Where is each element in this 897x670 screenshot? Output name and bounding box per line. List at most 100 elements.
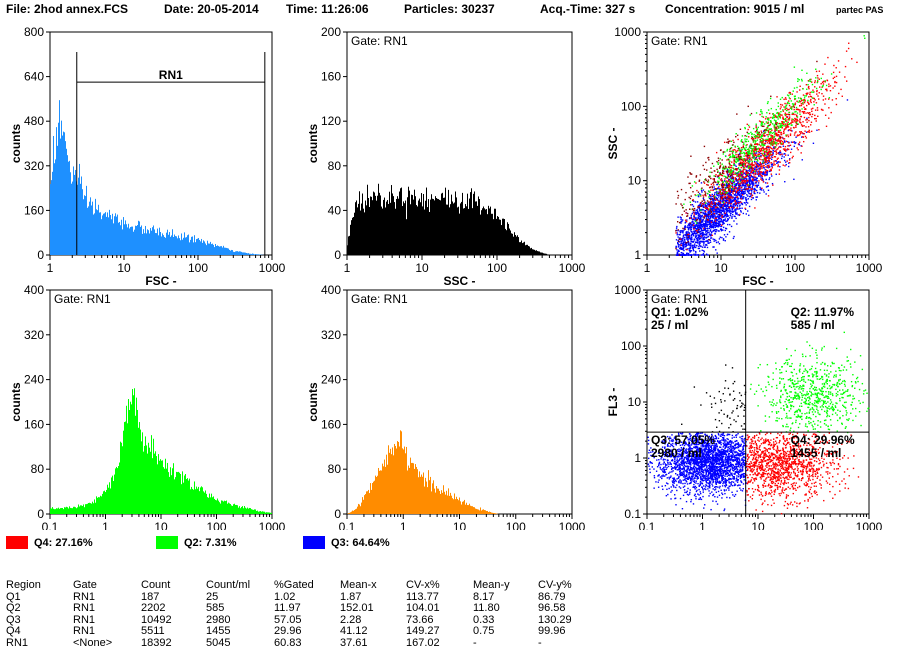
fsc_ssc-point: [814, 81, 816, 84]
fl1-histogram-bar: [264, 511, 265, 514]
fsc-region-marker: RN1: [76, 52, 266, 255]
fsc_ssc-point: [793, 66, 796, 68]
fsc_ssc-point: [761, 132, 763, 134]
fsc_ssc-point: [761, 158, 763, 161]
fsc_ssc-point: [690, 242, 692, 245]
fsc_ssc-point: [752, 179, 754, 182]
fsc_ssc-point: [702, 232, 704, 234]
fsc_ssc-point: [803, 140, 805, 143]
fsc_ssc-point: [733, 220, 735, 222]
fsc_ssc-point: [720, 198, 722, 200]
fsc_ssc-point: [786, 125, 788, 127]
fsc-histogram-bar: [139, 221, 140, 255]
fsc_ssc-point: [758, 167, 760, 170]
ssc-y-tick-label: 120: [321, 114, 341, 128]
fsc_ssc-point: [811, 91, 813, 93]
fsc_ssc-point: [755, 146, 758, 148]
fsc_ssc-point: [708, 242, 710, 244]
fsc_ssc-point: [739, 184, 742, 187]
fsc_ssc-point: [713, 225, 715, 227]
fsc-histogram-bar: [210, 241, 211, 255]
fsc_ssc-point: [792, 90, 794, 92]
fsc_ssc-point: [761, 150, 763, 152]
fsc_ssc-point: [699, 230, 702, 233]
fsc_ssc-point: [723, 234, 726, 236]
fsc_ssc-point: [770, 116, 772, 119]
fsc_ssc-point: [696, 212, 699, 214]
fsc_ssc-point: [679, 230, 681, 232]
ssc-histogram-bar: [439, 199, 440, 255]
fsc_ssc-point: [738, 159, 741, 161]
fsc_ssc-point: [719, 179, 722, 181]
fl1-y-tick-label: 400: [24, 283, 44, 297]
fsc_ssc-point: [680, 203, 682, 205]
fsc_ssc-point: [705, 214, 708, 216]
fsc_ssc-point: [733, 156, 736, 159]
fsc_ssc-point: [776, 115, 778, 118]
fsc-histogram-bar: [57, 145, 58, 255]
fsc_ssc-point: [712, 178, 714, 180]
fsc_ssc-point: [712, 199, 715, 202]
fsc_ssc-point: [719, 213, 721, 216]
ssc-histogram-bars: [347, 183, 549, 255]
fsc_ssc-point: [700, 189, 703, 192]
fsc-histogram-bar: [162, 233, 163, 255]
ssc-histogram-bar: [358, 203, 359, 255]
fsc_ssc-point: [747, 148, 749, 151]
fl1-histogram-bar: [133, 395, 134, 514]
fl1-histogram-bar: [126, 405, 127, 514]
fsc_ssc-point: [764, 172, 766, 174]
fsc_ssc-point: [694, 254, 696, 256]
fsc_ssc-point: [681, 247, 683, 249]
fl1-histogram-bar: [231, 505, 232, 514]
fsc_ssc-point: [726, 210, 729, 212]
fsc_ssc-point: [712, 216, 714, 219]
fl1-histogram-bar: [268, 512, 269, 514]
fsc_ssc-point: [733, 162, 735, 164]
fsc-histogram-bar: [231, 249, 232, 255]
fl1-histogram-bar: [182, 471, 183, 514]
fsc_ssc-point: [682, 254, 684, 256]
fsc_ssc-point: [739, 151, 742, 153]
fsc_ssc-point: [744, 158, 746, 161]
fsc_ssc-point: [766, 153, 768, 155]
fsc_ssc-point: [756, 131, 759, 133]
fsc_ssc-point: [697, 205, 700, 207]
ssc-x-tick-label: 1000: [559, 261, 586, 275]
fsc_ssc-point: [760, 135, 763, 138]
fsc_ssc-point: [791, 93, 793, 95]
fsc_ssc-point: [748, 126, 751, 128]
ssc-histogram-bar: [462, 192, 463, 255]
fsc_ssc-point: [728, 162, 730, 164]
fsc_ssc-point: [817, 77, 819, 79]
fl1-histogram-bar: [63, 509, 64, 514]
fsc_ssc-point: [743, 142, 745, 144]
fsc_ssc-point: [779, 166, 781, 168]
fsc_ssc-point: [702, 236, 704, 238]
fsc_ssc-point: [747, 184, 750, 186]
fsc-histogram-bar: [138, 220, 139, 255]
fsc_ssc-point: [803, 110, 806, 113]
fsc_ssc-point: [763, 129, 766, 132]
ssc-histogram-bar: [463, 208, 464, 255]
fsc_ssc-point: [736, 175, 738, 177]
fsc_ssc-point: [710, 201, 713, 203]
fsc_ssc-point: [731, 207, 733, 209]
fsc_ssc-point: [709, 176, 711, 178]
fsc_ssc-point: [700, 209, 702, 211]
ssc-histogram-bar: [520, 242, 521, 255]
fsc_ssc-point: [755, 125, 757, 127]
fsc_ssc-point: [688, 232, 691, 234]
fsc_ssc-point: [779, 113, 781, 115]
fsc-histogram-bar: [106, 216, 107, 255]
fsc_ssc-point: [699, 236, 701, 238]
fl1-histogram-bar: [51, 508, 52, 514]
fsc_ssc-point: [751, 171, 753, 174]
fsc_ssc-point: [753, 173, 755, 175]
fl1-histogram-bar: [75, 507, 76, 514]
fsc_ssc-point: [702, 229, 705, 232]
fsc_ssc-point: [809, 124, 812, 126]
fsc_ssc-point: [802, 136, 804, 138]
fsc-histogram-bar: [202, 242, 203, 255]
fsc_ssc-point: [799, 97, 802, 100]
